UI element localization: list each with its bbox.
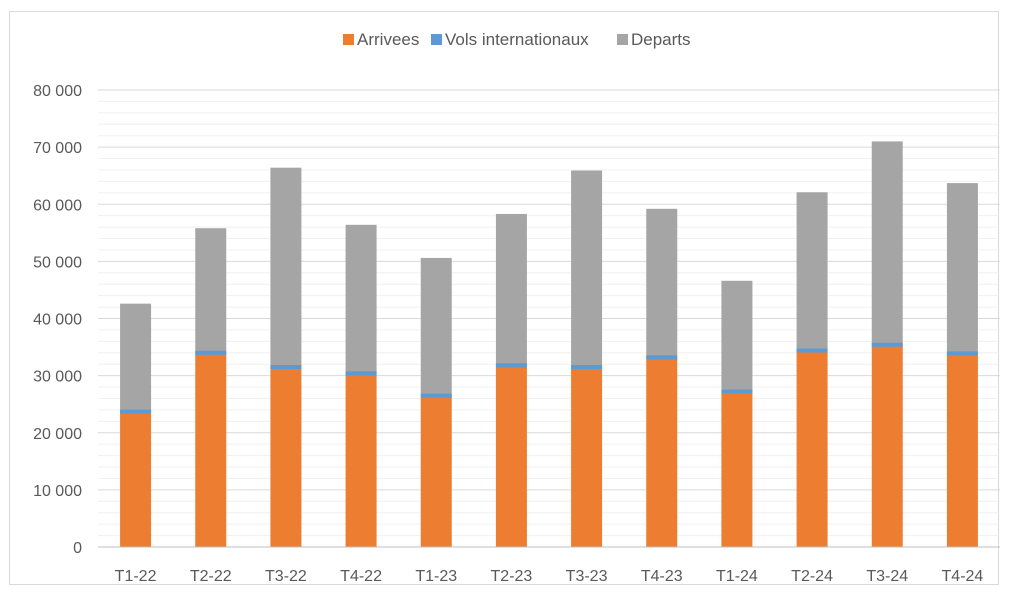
bar-arrivees (871, 344, 903, 547)
bar-arrivees (270, 367, 302, 547)
gridlines (98, 89, 1000, 537)
bar-arrivees (195, 352, 227, 547)
x-tick-label: T1-24 (716, 568, 758, 585)
y-tick-label: 70 000 (33, 140, 82, 157)
bar-arrivees (120, 411, 152, 547)
legend-label: Departs (631, 30, 691, 49)
chart-frame: 0 10 000 20 000 30 000 40 000 50 000 60 000 70 … (9, 11, 1000, 585)
bar-departs (871, 141, 903, 345)
x-tick-label: T3-22 (265, 568, 307, 585)
bar-arrivees (345, 373, 377, 547)
legend-swatch (617, 34, 628, 45)
legend: Arrivees Vols internationaux Departs (343, 30, 691, 49)
y-tick-label: 60 000 (33, 197, 82, 214)
bar-arrivees (495, 365, 527, 547)
y-tick-label: 80 000 (33, 83, 82, 100)
x-tick-label: T1-23 (415, 568, 457, 585)
bar-departs (571, 170, 603, 368)
bar-departs (646, 208, 678, 358)
x-tick-label: T3-23 (566, 568, 608, 585)
bar-departs (270, 167, 302, 368)
x-tick-label: T2-23 (491, 568, 533, 585)
stacked-bar-chart: 0 10 000 20 000 30 000 40 000 50 000 60 000 70 … (33, 30, 1000, 585)
y-tick-label: 40 000 (33, 312, 82, 329)
y-tick-label: 0 (73, 540, 82, 557)
bar-arrivees (721, 391, 753, 547)
y-tick-label: 50 000 (33, 254, 82, 271)
y-axis: 0 10 000 20 000 30 000 40 000 50 000 60 000 70 … (33, 83, 82, 557)
y-tick-label: 20 000 (33, 426, 82, 443)
x-tick-label: T2-22 (190, 568, 232, 585)
x-tick-label: T4-24 (942, 568, 984, 585)
bar-departs (195, 228, 227, 353)
bar-departs (420, 257, 452, 396)
legend-swatch (431, 34, 442, 45)
bar-departs (796, 192, 828, 351)
bars (120, 141, 978, 547)
bar-departs (946, 183, 978, 354)
bar-departs (495, 213, 527, 366)
x-axis: T1-22 T2-22 T3-22 T4-22 T1-23 T2-23 T3-23 T4-23… (98, 546, 1000, 585)
bar-arrivees (646, 357, 678, 547)
bar-departs (721, 280, 753, 392)
legend-label: Arrivees (357, 30, 419, 49)
legend-swatch (343, 34, 354, 45)
bar-departs (120, 303, 152, 412)
x-tick-label: T4-23 (641, 568, 683, 585)
bar-departs (345, 224, 377, 374)
bar-arrivees (796, 350, 828, 547)
bar-arrivees (946, 353, 978, 547)
y-tick-label: 10 000 (33, 483, 82, 500)
y-tick-label: 30 000 (33, 369, 82, 386)
bar-arrivees (571, 367, 603, 547)
bar-arrivees (420, 395, 452, 547)
x-tick-label: T2-24 (791, 568, 833, 585)
x-tick-label: T4-22 (340, 568, 382, 585)
x-tick-label: T3-24 (866, 568, 908, 585)
legend-label: Vols internationaux (445, 30, 589, 49)
x-tick-label: T1-22 (115, 568, 157, 585)
